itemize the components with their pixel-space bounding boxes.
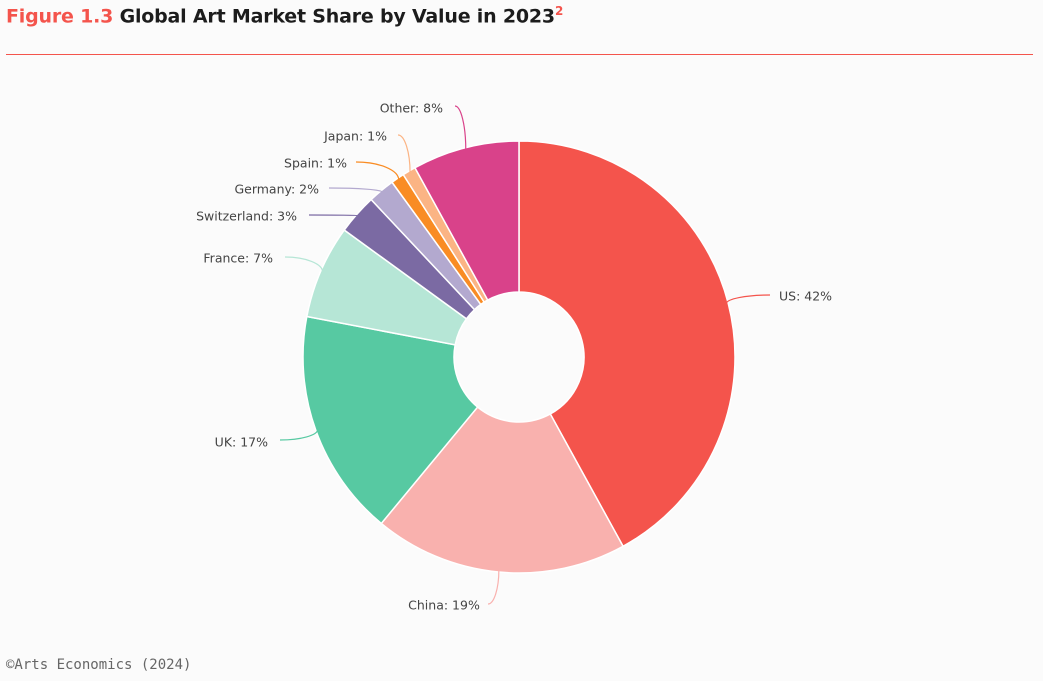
slice-label-spain: Spain: 1% (284, 156, 347, 171)
slice-label-us: US: 42% (779, 289, 832, 304)
figure-header: Figure 1.3 Global Art Market Share by Va… (6, 4, 563, 27)
chart-slices (302, 140, 736, 574)
leader-line-uk (279, 429, 319, 441)
source-credit: ©Arts Economics (2024) (6, 657, 192, 673)
slice-label-china: China: 19% (408, 598, 480, 613)
leader-line-china (487, 570, 500, 605)
slice-uk (302, 315, 479, 525)
slice-label-france: France: 7% (203, 251, 273, 266)
slice-label-uk: UK: 17% (215, 435, 268, 450)
footnote-marker: 2 (554, 4, 564, 18)
slice-label-germany: Germany: 2% (234, 182, 319, 197)
leader-line-japan (397, 134, 411, 173)
slice-china (380, 406, 625, 574)
leader-line-other (454, 105, 467, 150)
slice-label-japan: Japan: 1% (323, 129, 387, 144)
figure-number: Figure 1.3 (6, 5, 114, 28)
leader-line-spain (355, 161, 400, 181)
slice-label-other: Other: 8% (380, 101, 443, 116)
slice-us (518, 140, 736, 548)
header-divider (6, 54, 1033, 55)
leader-line-us (725, 294, 771, 305)
chart-leader-lines (279, 105, 771, 605)
leader-line-germany (328, 187, 384, 193)
leader-line-france (284, 256, 324, 273)
slice-other (413, 140, 520, 302)
chart-labels: US: 42% China: 19% UK: 17% France: 7% Switze… (196, 101, 832, 613)
slice-label-switzerland: Switzerland: 3% (196, 209, 297, 224)
chart-title: Global Art Market Share by Value in 2023 (119, 5, 556, 28)
